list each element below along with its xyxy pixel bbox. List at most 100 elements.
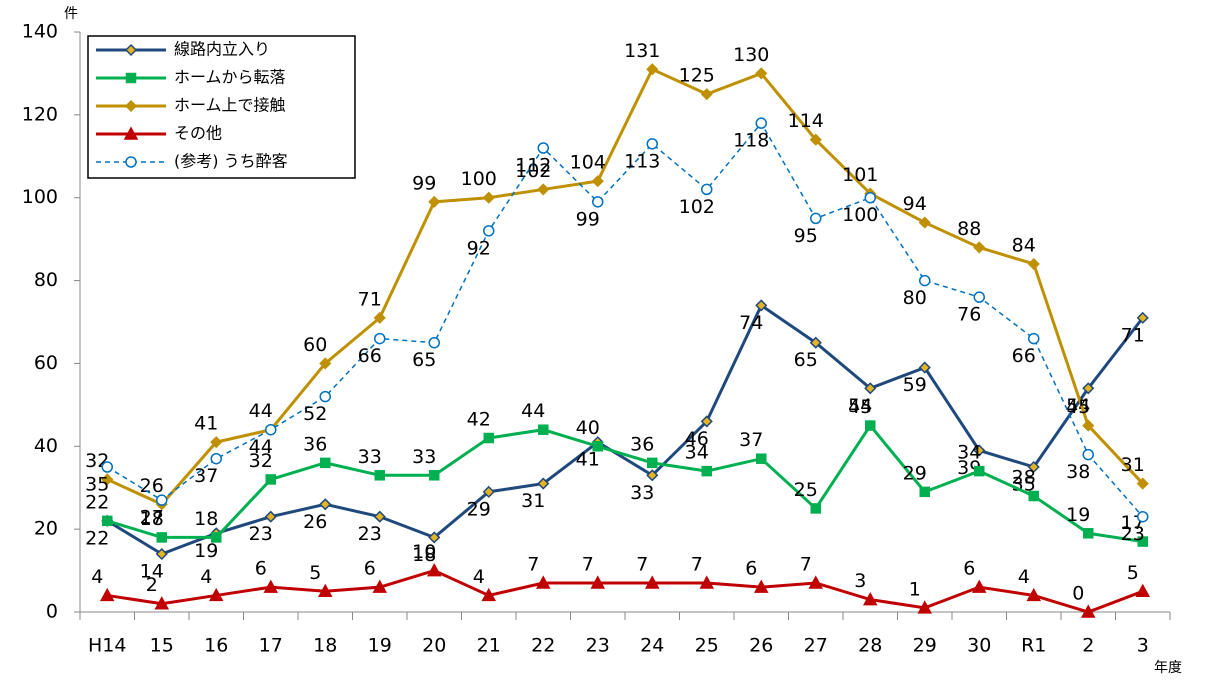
data-label: 5	[309, 562, 321, 584]
data-label: 18	[194, 508, 218, 530]
data-point	[917, 600, 933, 614]
series-line	[106, 67, 1144, 507]
x-unit: 年度	[1154, 660, 1182, 676]
data-label: 88	[957, 218, 981, 240]
data-label: 14	[140, 561, 164, 583]
data-point	[482, 485, 495, 498]
data-point	[591, 175, 604, 188]
legend-marker	[124, 99, 138, 113]
data-label: 41	[576, 449, 600, 471]
data-label: 0	[1072, 583, 1084, 605]
x-tick-label: 3	[1137, 635, 1149, 657]
data-point	[810, 212, 822, 225]
data-label: 74	[739, 312, 763, 334]
data-point	[918, 216, 931, 229]
data-label: 125	[679, 65, 715, 87]
data-label: 100	[461, 168, 497, 190]
x-tick-label: 27	[804, 635, 828, 657]
y-tick-label: 120	[22, 103, 58, 125]
data-label: 26	[140, 475, 164, 497]
data-point	[537, 183, 550, 196]
data-point	[374, 470, 385, 481]
data-point	[756, 453, 767, 464]
series-line	[106, 423, 1143, 544]
data-point	[101, 461, 113, 473]
data-point	[428, 336, 440, 349]
data-label: 31	[521, 490, 545, 512]
data-label: 10	[412, 541, 436, 563]
x-tick-label: 25	[695, 635, 719, 657]
data-label: 44	[521, 400, 545, 422]
y-tick-label: 40	[34, 435, 58, 457]
data-point	[973, 291, 985, 303]
data-label: 7	[636, 554, 648, 576]
data-point	[101, 473, 114, 486]
data-label: 34	[957, 442, 981, 464]
data-label: 29	[903, 462, 927, 484]
legend-marker	[125, 72, 137, 84]
data-point	[810, 503, 821, 514]
data-label: 71	[1121, 324, 1145, 346]
data-label: 118	[733, 130, 769, 152]
data-label: 92	[467, 237, 491, 259]
data-point	[918, 361, 931, 374]
data-label: 113	[624, 150, 660, 172]
data-point	[1135, 583, 1151, 598]
x-tick-label: H14	[88, 635, 126, 657]
legend-box	[87, 35, 356, 179]
legend-label: (参考) うち酔客	[174, 152, 288, 171]
data-label: 45	[1066, 396, 1090, 418]
data-label: 34	[685, 442, 709, 464]
data-label: 65	[412, 349, 436, 371]
legend-label: ホーム上で接触	[174, 96, 286, 115]
data-label: 31	[1121, 454, 1145, 476]
data-label: 130	[733, 44, 769, 66]
data-point	[1083, 528, 1094, 539]
data-label: 23	[1121, 523, 1145, 545]
series-line	[106, 303, 1144, 556]
data-label: 19	[1066, 504, 1090, 526]
legend-label: その他	[174, 124, 222, 143]
y-tick-label: 60	[34, 352, 58, 374]
data-label: 94	[903, 193, 927, 215]
data-point	[265, 474, 276, 485]
data-point	[156, 494, 168, 506]
data-point	[1137, 510, 1149, 523]
x-tick-label: 18	[313, 635, 337, 657]
data-label: 7	[691, 554, 703, 576]
data-point	[482, 191, 495, 204]
data-point	[1027, 257, 1040, 271]
data-point	[483, 225, 495, 237]
data-point	[372, 579, 388, 593]
data-label: 35	[85, 474, 109, 496]
data-label: 66	[1012, 345, 1036, 367]
data-label: 112	[515, 155, 551, 177]
data-label: 27	[140, 507, 164, 529]
data-point	[1028, 490, 1039, 502]
data-label: 54	[848, 395, 872, 417]
data-label: 7	[582, 554, 594, 576]
data-point	[155, 547, 168, 561]
x-tick-label: 20	[422, 635, 446, 657]
data-label: 26	[303, 511, 327, 533]
legend-marker	[124, 43, 138, 57]
data-point	[919, 486, 930, 498]
data-point	[1028, 332, 1040, 345]
data-label: 6	[364, 558, 376, 580]
data-label: 6	[963, 558, 975, 580]
legend-label: ホームから転落	[174, 68, 286, 87]
y-tick-label: 20	[34, 518, 58, 540]
data-point	[592, 196, 604, 208]
data-point	[265, 423, 277, 436]
data-point	[701, 465, 712, 477]
x-tick-label: 2	[1082, 635, 1094, 657]
legend-marker	[123, 126, 139, 140]
data-label: 46	[685, 428, 709, 450]
data-label: 60	[303, 334, 327, 356]
data-label: 66	[358, 345, 382, 367]
data-point	[973, 241, 986, 254]
x-tick-label: 28	[858, 635, 882, 657]
x-tick-label: 21	[477, 635, 501, 657]
data-point	[319, 390, 331, 403]
